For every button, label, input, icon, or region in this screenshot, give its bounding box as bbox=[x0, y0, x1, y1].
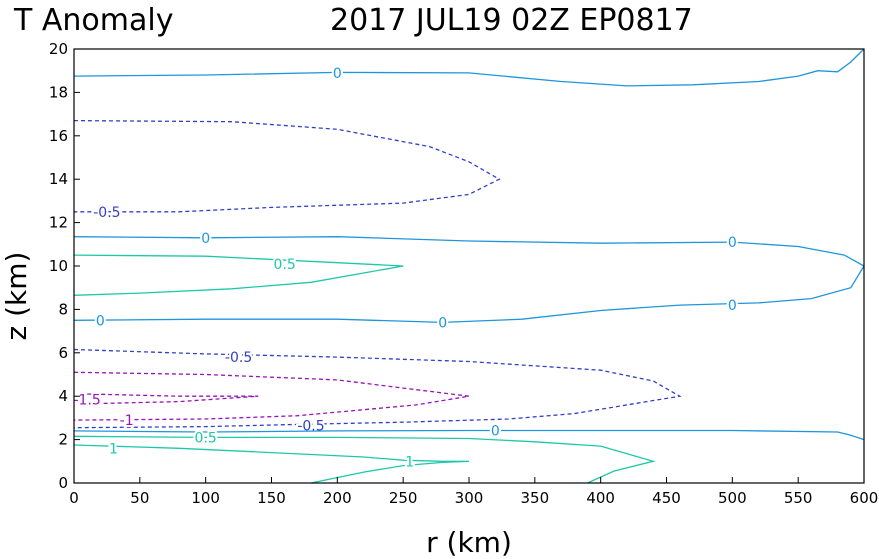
x-tick-label-7: 350 bbox=[521, 489, 550, 507]
chart-title-right: 2017 JUL19 02Z EP0817 bbox=[330, 3, 693, 38]
contour-label-5-0: -1 bbox=[120, 413, 134, 429]
contour-label-7-0: 0 bbox=[491, 423, 500, 439]
contour-lines: 0 -0.5 0 0 0 0 0 0.5 -0.5 -0.5 -1 -1.5 0 0.5 1 1 bbox=[72, 48, 865, 484]
y-tick-label-0: 0 bbox=[58, 474, 68, 492]
x-tick-label-2: 100 bbox=[191, 489, 220, 507]
x-tick-label-12: 600 bbox=[850, 489, 879, 507]
y-tick-label-7: 14 bbox=[49, 170, 68, 188]
contour-line-6 bbox=[87, 393, 259, 405]
y-axis-label: z (km) bbox=[0, 252, 33, 341]
x-tick-label-1: 50 bbox=[130, 489, 149, 507]
x-tick-label-9: 450 bbox=[652, 489, 681, 507]
contour-label-9-1: 1 bbox=[405, 454, 414, 470]
contour-label-1-0: -0.5 bbox=[93, 205, 120, 221]
x-axis: 0 50 100 150 200 250 300 350 400 450 500 550 600 bbox=[69, 477, 878, 507]
x-tick-label-11: 550 bbox=[784, 489, 813, 507]
contour-label-4-1: -0.5 bbox=[297, 418, 324, 434]
contour-line-2 bbox=[73, 236, 865, 324]
x-tick-label-4: 200 bbox=[323, 489, 352, 507]
y-tick-label-4: 8 bbox=[58, 300, 68, 318]
contour-line-1 bbox=[73, 119, 501, 213]
y-tick-label-1: 2 bbox=[58, 431, 68, 449]
contour-label-4-0: -0.5 bbox=[225, 350, 252, 366]
contour-label-6-0: -1.5 bbox=[74, 392, 101, 408]
contour-label-2-3: 0 bbox=[438, 315, 447, 331]
contour-label-2-1: 0 bbox=[728, 235, 737, 251]
contour-line-0 bbox=[73, 48, 865, 87]
y-tick-label-10: 20 bbox=[49, 40, 68, 58]
contour-label-0-0: 0 bbox=[333, 66, 342, 82]
x-tick-label-3: 150 bbox=[257, 489, 286, 507]
y-tick-label-6: 12 bbox=[49, 214, 68, 232]
contour-line-3 bbox=[73, 254, 404, 296]
contour-line-7 bbox=[73, 429, 865, 441]
y-tick-label-9: 18 bbox=[49, 83, 68, 101]
x-tick-label-0: 0 bbox=[69, 489, 79, 507]
contour-line-8 bbox=[73, 435, 656, 484]
x-tick-label-5: 250 bbox=[389, 489, 418, 507]
contour-label-8-0: 0.5 bbox=[195, 430, 217, 446]
contour-line-5 bbox=[73, 371, 470, 421]
contour-line-9 bbox=[73, 444, 470, 484]
y-tick-label-5: 10 bbox=[49, 257, 68, 275]
x-tick-label-10: 500 bbox=[718, 489, 747, 507]
chart-title-left: T Anomaly bbox=[13, 3, 173, 38]
contour-line-4 bbox=[73, 348, 682, 429]
y-tick-label-8: 16 bbox=[49, 127, 68, 145]
x-axis-label: r (km) bbox=[426, 526, 512, 559]
y-tick-label-2: 4 bbox=[58, 387, 68, 405]
contour-label-9-0: 1 bbox=[109, 441, 118, 457]
x-tick-label-6: 300 bbox=[455, 489, 484, 507]
y-axis: 0 2 4 6 8 10 12 14 16 18 20 bbox=[49, 40, 80, 492]
contour-label-2-0: 0 bbox=[201, 231, 210, 247]
plot-frame bbox=[73, 48, 865, 484]
contour-label-3-0: 0.5 bbox=[274, 257, 296, 273]
contour-label-2-4: 0 bbox=[96, 313, 105, 329]
x-tick-label-8: 400 bbox=[586, 489, 615, 507]
contour-label-2-2: 0 bbox=[728, 298, 737, 314]
y-tick-label-3: 6 bbox=[58, 344, 68, 362]
